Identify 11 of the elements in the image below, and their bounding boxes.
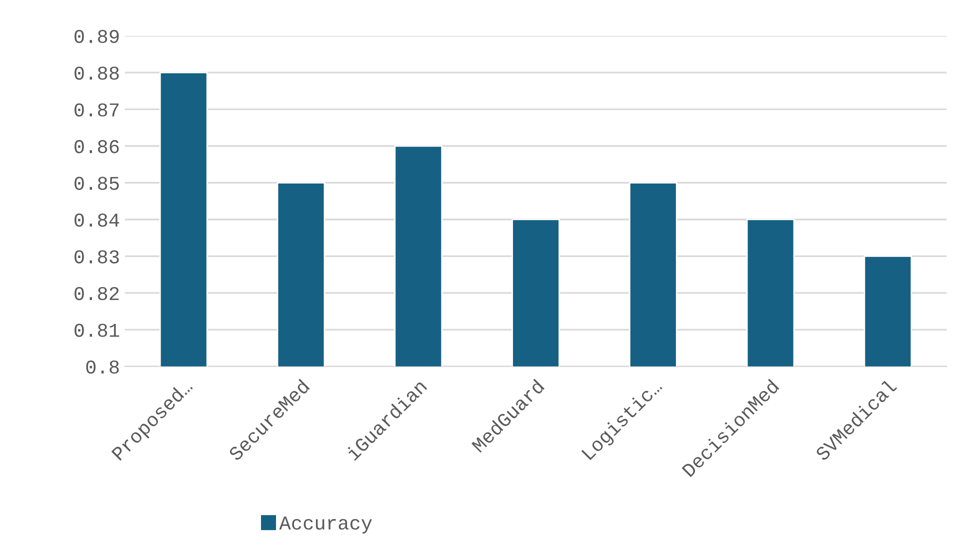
y-tick-label: 0.88 [74, 66, 119, 80]
y-tick-label: 0.87 [74, 103, 119, 117]
y-tick-label: 0.84 [74, 214, 120, 227]
y-tick-label: 0.89 [74, 30, 119, 44]
y-tick-label: 0.86 [74, 140, 119, 154]
y-tick-label: 0.81 [74, 324, 120, 337]
y-tick-label: 0.83 [74, 250, 119, 264]
legend-label: Accuracy [279, 516, 372, 534]
y-tick-label: 0.8 [86, 360, 119, 374]
y-tick-label: 0.82 [74, 286, 119, 300]
y-tick-label: 0.85 [74, 176, 119, 190]
